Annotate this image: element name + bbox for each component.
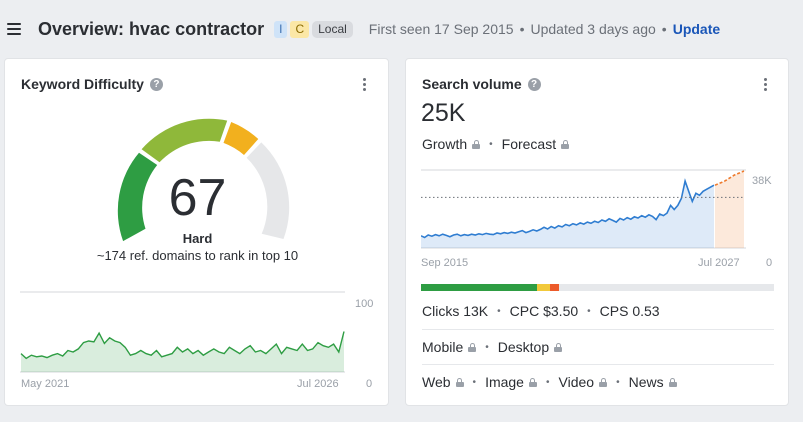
separator-dot: • [661, 21, 667, 37]
lock-icon [554, 342, 563, 352]
chart-x-start-label: Sep 2015 [421, 257, 469, 269]
difficulty-history-chart [20, 291, 345, 373]
search-volume-value: 25K [421, 99, 466, 127]
chart-x-end-label: Jul 2027 [698, 257, 740, 269]
difficulty-subtitle: ~174 ref. domains to rank in top 10 [96, 248, 299, 263]
growth-forecast-row: Growth • Forecast [422, 136, 570, 152]
forecast-line [714, 170, 745, 186]
gauge-segment-remaining [246, 142, 290, 239]
lock-icon [528, 377, 537, 387]
lock-icon [468, 342, 477, 352]
lock-icon [561, 139, 570, 149]
paid-clicks-segment [537, 284, 550, 291]
first-seen-text: First seen 17 Sep 2015 [368, 21, 514, 37]
difficulty-gauge [117, 118, 290, 242]
divider [422, 329, 774, 330]
no-clicks-segment [558, 284, 774, 291]
keyword-difficulty-title: Keyword Difficulty ? [21, 76, 163, 92]
cpc-metric: CPC $3.50 [509, 303, 579, 319]
keyword-difficulty-label: Keyword Difficulty [21, 76, 144, 92]
image-label[interactable]: Image [485, 374, 524, 390]
separator-dot: • [616, 376, 620, 388]
cps-metric: CPS 0.53 [599, 303, 660, 319]
page-title: Overview: hvac contractor [38, 18, 265, 39]
separator-dot: • [545, 376, 550, 388]
forecast-label[interactable]: Forecast [501, 136, 557, 152]
web-label[interactable]: Web [422, 374, 451, 390]
lock-icon [599, 377, 608, 387]
gauge-segment-green [117, 152, 158, 242]
news-label[interactable]: News [628, 374, 664, 390]
keyword-difficulty-card: Keyword Difficulty ? 67 Hard ~174 ref. d… [4, 58, 389, 406]
difficulty-line [20, 331, 345, 360]
lock-icon [668, 377, 677, 387]
chart-y-max-label: 100 [355, 298, 374, 310]
difficulty-score: 67 [168, 169, 227, 227]
video-label[interactable]: Video [558, 374, 595, 390]
separator-dot: • [497, 305, 501, 317]
overview-header: Overview: hvac contractor I C Local Firs… [0, 0, 803, 58]
search-volume-area [421, 181, 714, 248]
search-volume-chart [421, 169, 746, 249]
search-volume-label: Search volume [422, 76, 522, 92]
help-icon[interactable]: ? [527, 77, 541, 91]
clicks-metrics-row: Clicks 13K • CPC $3.50 • CPS 0.53 [422, 303, 660, 319]
separator-dot: • [519, 21, 525, 37]
lock-icon [455, 377, 464, 387]
intent-badge-local[interactable]: Local [312, 20, 353, 38]
chart-x-start-label: May 2021 [21, 378, 70, 390]
chart-x-end-label: Jul 2026 [297, 378, 339, 390]
search-volume-title: Search volume ? [422, 76, 541, 92]
separator-dot: • [587, 305, 591, 317]
gauge-segment-lime [141, 118, 228, 163]
forecast-area [715, 171, 744, 248]
divider [422, 364, 774, 365]
help-icon[interactable]: ? [149, 77, 163, 91]
card-menu-icon[interactable] [759, 76, 771, 94]
growth-label[interactable]: Growth [422, 136, 468, 152]
lock-icon [472, 139, 481, 149]
difficulty-rating: Hard [182, 231, 213, 246]
update-link[interactable]: Update [672, 21, 721, 37]
serp-type-row: Web • Image • Video • News [422, 374, 677, 390]
hamburger-menu-icon[interactable] [7, 23, 21, 35]
separator-dot: • [472, 376, 477, 388]
clicks-metric: Clicks 13K [422, 303, 489, 319]
updated-text: Updated 3 days ago [530, 21, 656, 37]
separator-dot: • [485, 341, 489, 353]
search-volume-card: Search volume ? 25K Growth • Forecast 38… [405, 58, 789, 406]
gauge-segment-orange [223, 122, 259, 155]
other-clicks-segment [549, 284, 559, 291]
mobile-label[interactable]: Mobile [422, 339, 464, 355]
intent-badge-informational[interactable]: I [274, 20, 288, 38]
organic-clicks-segment [421, 284, 538, 291]
intent-badge-commercial[interactable]: C [290, 20, 310, 38]
clicks-distribution-bar [421, 284, 774, 291]
difficulty-area [21, 331, 344, 372]
device-row: Mobile • Desktop [422, 339, 563, 355]
chart-y-min-label: 0 [366, 378, 373, 390]
card-menu-icon[interactable] [358, 76, 370, 94]
chart-y-min-label: 0 [766, 257, 773, 269]
separator-dot: • [489, 138, 493, 150]
search-volume-line [421, 178, 715, 239]
chart-y-max-label: 38K [752, 175, 772, 187]
desktop-label[interactable]: Desktop [497, 339, 550, 355]
